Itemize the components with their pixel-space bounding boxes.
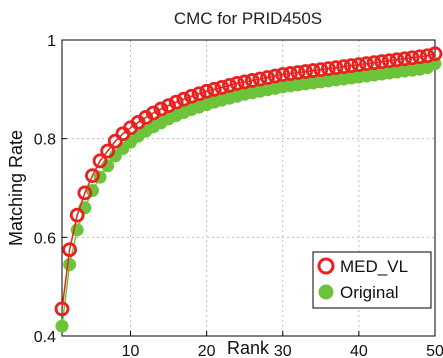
data-point [153,101,169,117]
data-point [427,46,443,62]
data-point [244,73,260,88]
data-point [63,257,77,271]
data-point [359,56,374,72]
data-point [419,48,435,64]
axes-frame [61,39,436,337]
legend: MED_VL Original [312,251,432,309]
chart-title: CMC for PRID450S [174,9,322,28]
data-point [298,64,313,79]
x-tick-label: 30 [274,343,292,358]
data-point [145,105,161,121]
data-point [168,94,184,110]
data-point [237,74,253,90]
data-point [161,98,176,114]
series-med-vl [54,46,443,317]
data-point [404,50,420,66]
data-point [62,242,78,258]
data-point [229,76,245,91]
data-point [184,88,199,104]
data-point [336,59,352,75]
data-point [69,207,85,223]
data-point [206,81,222,97]
data-point [290,65,306,80]
data-point [107,133,123,149]
data-point [381,53,397,69]
data-point [85,168,100,184]
y-tick-label: 1 [47,33,56,50]
data-point [77,185,93,201]
data-point [54,301,70,317]
data-point [252,71,268,87]
data-point [321,61,336,77]
x-tick-label: 50 [426,343,443,358]
data-point [351,57,367,73]
y-tick-label: 0.4 [34,329,56,346]
data-point [55,319,69,333]
data-point [343,58,359,74]
data-point [191,86,207,102]
legend-marker-med-vl [317,257,335,275]
data-point [389,52,405,68]
data-point [100,143,116,159]
data-point [282,66,298,81]
y-tick-label: 0.8 [34,132,56,149]
data-point [374,54,390,70]
plot-area: 10 20 30 40 50 0.4 0.6 0.8 1 [34,33,443,358]
x-tick-label: 20 [198,343,216,358]
x-tick-label: 40 [350,343,368,358]
series-layer [54,46,443,333]
data-point [328,60,344,76]
legend-label-med-vl: MED_VL [340,257,408,276]
legend-marker-original [318,284,334,300]
data-point [412,49,428,65]
x-tick-label: 10 [122,343,140,358]
legend-label-original: Original [340,283,399,302]
ticks: 10 20 30 40 50 0.4 0.6 0.8 1 [34,33,443,358]
data-point [275,67,291,82]
data-point [305,63,321,78]
data-point [92,153,108,169]
data-point [397,51,412,67]
data-point [199,83,215,99]
data-point [366,55,382,71]
data-point [313,62,329,77]
y-tick-label: 0.6 [34,230,56,247]
data-point [222,77,237,93]
data-point [176,91,192,107]
data-point [214,79,230,95]
data-point [267,68,283,84]
x-axis-label: Rank [227,338,270,358]
data-point [260,70,275,85]
y-axis-label: Matching Rate [6,130,26,246]
